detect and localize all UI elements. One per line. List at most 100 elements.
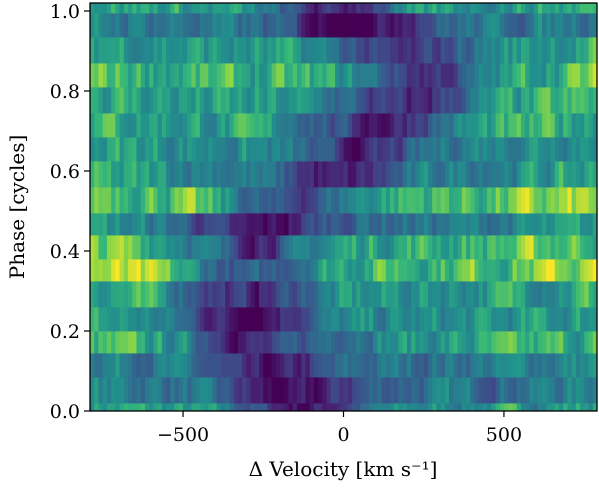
heatmap-cell xyxy=(347,113,353,138)
heatmap-cell xyxy=(356,87,361,114)
heatmap-cell xyxy=(411,331,416,354)
heatmap-cell xyxy=(313,403,319,411)
y-tick-label: 0.0 xyxy=(50,401,80,423)
heatmap-cell xyxy=(144,281,150,308)
heatmap-cell xyxy=(529,113,535,138)
heatmap-cell xyxy=(377,307,383,332)
heatmap-cell xyxy=(423,87,429,114)
heatmap-cell xyxy=(482,403,488,411)
heatmap-cell xyxy=(153,87,159,114)
heatmap-cell xyxy=(220,307,226,332)
heatmap-cell xyxy=(271,377,277,404)
heatmap-cell xyxy=(457,87,463,114)
heatmap-cell xyxy=(360,161,366,188)
heatmap-cell xyxy=(170,377,176,404)
heatmap-cell xyxy=(508,187,514,214)
heatmap-cell xyxy=(191,307,197,332)
heatmap-cell xyxy=(212,161,218,188)
heatmap-cell xyxy=(204,13,209,38)
heatmap-cell xyxy=(170,235,176,260)
heatmap-cell xyxy=(271,259,277,282)
heatmap-cell xyxy=(267,137,273,162)
heatmap-cell xyxy=(199,161,205,188)
heatmap-cell xyxy=(385,281,391,308)
heatmap-cell xyxy=(284,403,290,411)
heatmap-cell xyxy=(161,235,167,260)
heatmap-cell xyxy=(529,353,535,378)
heatmap-cell xyxy=(305,403,311,411)
heatmap-cell xyxy=(580,403,585,411)
heatmap-cell xyxy=(98,235,104,260)
heatmap-cell xyxy=(309,63,315,88)
heatmap-cell xyxy=(128,307,133,332)
heatmap-cell xyxy=(525,87,530,114)
heatmap-cell xyxy=(423,13,429,38)
heatmap-cell xyxy=(102,3,108,14)
heatmap-cell xyxy=(406,187,412,214)
heatmap-cell xyxy=(377,377,383,404)
heatmap-cell xyxy=(174,137,180,162)
heatmap-cell xyxy=(250,307,256,332)
heatmap-cell xyxy=(419,63,425,88)
heatmap-cell xyxy=(182,281,188,308)
heatmap-cell xyxy=(440,307,446,332)
heatmap-cell xyxy=(199,235,205,260)
heatmap-cell xyxy=(592,307,597,332)
heatmap-cell xyxy=(520,307,526,332)
heatmap-cell xyxy=(554,235,560,260)
heatmap-cell xyxy=(470,3,476,14)
heatmap-cell xyxy=(157,63,163,88)
heatmap-cell xyxy=(288,281,294,308)
heatmap-cell xyxy=(301,37,307,64)
heatmap-cell xyxy=(440,13,446,38)
heatmap-cell xyxy=(178,307,184,332)
heatmap-cell xyxy=(406,331,412,354)
heatmap-cell xyxy=(208,13,214,38)
heatmap-cell xyxy=(237,63,243,88)
heatmap-cell xyxy=(161,259,167,282)
heatmap-cell xyxy=(402,213,408,236)
heatmap-cell xyxy=(284,331,290,354)
heatmap-cell xyxy=(440,281,446,308)
heatmap-cell xyxy=(301,281,307,308)
heatmap-cell xyxy=(356,37,361,64)
heatmap-cell xyxy=(466,377,471,404)
heatmap-cell xyxy=(385,331,391,354)
heatmap-cell xyxy=(525,307,530,332)
heatmap-cell xyxy=(301,331,307,354)
heatmap-cell xyxy=(237,377,243,404)
heatmap-cell xyxy=(254,13,260,38)
heatmap-cell xyxy=(115,307,121,332)
heatmap-cell xyxy=(571,87,577,114)
heatmap-cell xyxy=(575,403,581,411)
heatmap-cell xyxy=(495,113,501,138)
heatmap-cell xyxy=(432,13,438,38)
heatmap-cell xyxy=(166,161,171,188)
heatmap-cell xyxy=(449,307,454,332)
heatmap-cell xyxy=(123,259,129,282)
heatmap-cell xyxy=(567,307,573,332)
heatmap-cell xyxy=(318,213,323,236)
heatmap-cell xyxy=(508,377,514,404)
heatmap-cell xyxy=(140,113,146,138)
heatmap-cell xyxy=(402,377,408,404)
heatmap-cell xyxy=(504,331,509,354)
heatmap-cell xyxy=(491,403,497,411)
heatmap-cell xyxy=(546,187,552,214)
heatmap-cell xyxy=(136,377,142,404)
heatmap-cell xyxy=(558,259,564,282)
heatmap-cell xyxy=(368,161,374,188)
heatmap-cell xyxy=(449,113,454,138)
heatmap-cell xyxy=(478,281,484,308)
heatmap-cell xyxy=(554,403,560,411)
heatmap-cell xyxy=(470,137,476,162)
heatmap-cell xyxy=(195,187,201,214)
heatmap-cell xyxy=(520,87,526,114)
heatmap-cell xyxy=(453,113,459,138)
heatmap-cell xyxy=(102,403,108,411)
heatmap-cell xyxy=(571,3,577,14)
heatmap-cell xyxy=(351,259,357,282)
heatmap-cell xyxy=(195,213,201,236)
heatmap-cell xyxy=(322,161,328,188)
heatmap-cell xyxy=(246,37,252,64)
